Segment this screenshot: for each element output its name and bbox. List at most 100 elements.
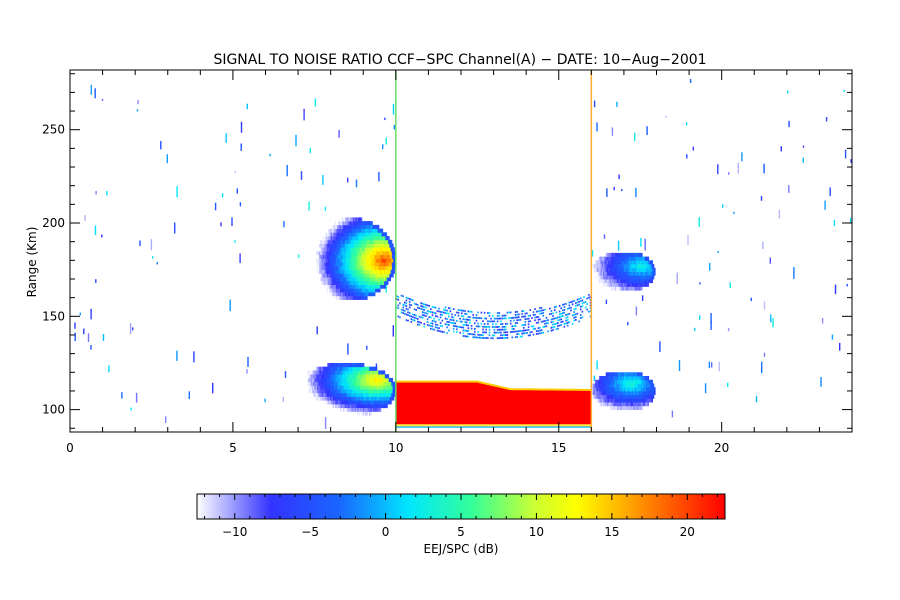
heat-cell-upper-am bbox=[322, 277, 325, 282]
heat-cell-upper-am bbox=[364, 236, 367, 241]
heat-cell-lower-am bbox=[365, 411, 367, 416]
heat-cell-lower-pm bbox=[605, 372, 608, 377]
heat-cell-upper-am bbox=[373, 228, 376, 233]
heat-cell-upper-pm bbox=[609, 252, 612, 257]
heat-cell-upper-am bbox=[342, 273, 345, 278]
heat-cell-lower-pm bbox=[647, 387, 650, 392]
heat-cell-upper-pm bbox=[646, 260, 648, 265]
heat-cell-150km bbox=[560, 318, 562, 321]
heat-cell-upper-am bbox=[384, 258, 386, 263]
heat-cell-upper-am bbox=[372, 262, 375, 267]
noise-speck bbox=[355, 179, 358, 188]
heat-cell-upper-pm bbox=[634, 260, 636, 265]
heat-cell-upper-am bbox=[376, 254, 378, 259]
heat-cell-lower-pm bbox=[595, 390, 597, 395]
heat-cell-lower-am bbox=[331, 374, 333, 379]
heat-cell-upper-am bbox=[307, 239, 309, 244]
heat-cell-upper-am bbox=[361, 273, 364, 278]
heat-cell-upper-am bbox=[307, 258, 309, 263]
heat-cell-upper-am bbox=[377, 228, 380, 233]
colorbar-tick-label: 20 bbox=[680, 525, 695, 539]
heat-cell-upper-am bbox=[308, 262, 311, 267]
heat-cell-upper-am bbox=[380, 232, 382, 237]
heat-cell-upper-am bbox=[335, 262, 338, 267]
heat-cell-150km bbox=[477, 325, 479, 328]
heat-cell-upper-am bbox=[382, 284, 385, 289]
noise-speck bbox=[246, 369, 248, 374]
heat-cell-upper-am bbox=[317, 243, 320, 248]
heat-cell-lower-pm bbox=[631, 376, 634, 381]
heat-cell-upper-am bbox=[312, 228, 315, 233]
heat-cell-150km bbox=[436, 315, 439, 318]
heat-cell-upper-am bbox=[375, 251, 377, 256]
heat-cell-150km bbox=[397, 315, 400, 318]
heat-cell-150km bbox=[407, 314, 409, 316]
heat-cell-upper-am bbox=[364, 221, 367, 226]
heat-cell-upper-am bbox=[330, 269, 333, 274]
heat-cell-upper-am bbox=[343, 262, 346, 267]
heat-cell-upper-am bbox=[347, 217, 350, 222]
heat-cell-lower-am bbox=[335, 381, 337, 386]
heat-cell-lower-am bbox=[373, 385, 375, 390]
heat-cell-lower-pm bbox=[640, 383, 643, 388]
heat-cell-upper-am bbox=[354, 262, 356, 267]
heat-cell-150km bbox=[449, 307, 452, 310]
heat-cell-lower-pm bbox=[651, 390, 653, 395]
heat-cell-upper-am bbox=[373, 284, 376, 289]
heat-cell-lower-am bbox=[335, 411, 337, 416]
heat-cell-upper-pm bbox=[621, 271, 623, 276]
heat-cell-upper-am bbox=[312, 277, 315, 282]
heat-cell-upper-am bbox=[304, 243, 307, 248]
heat-cell-lower-am bbox=[358, 404, 361, 409]
heat-cell-upper-pm bbox=[631, 282, 634, 287]
heat-cell-lower-am bbox=[348, 381, 350, 386]
heat-cell-lower-am bbox=[332, 381, 335, 386]
heat-cell-upper-am bbox=[341, 277, 343, 282]
heat-cell-lower-pm bbox=[601, 376, 604, 381]
heat-cell-lower-am bbox=[393, 385, 396, 390]
heat-cell-upper-pm bbox=[633, 267, 635, 272]
heat-cell-lower-am bbox=[332, 377, 335, 382]
heat-cell-upper-pm bbox=[651, 267, 653, 272]
heat-cell-150km bbox=[397, 307, 400, 310]
heat-cell-upper-am bbox=[325, 258, 328, 263]
heat-cell-lower-pm bbox=[652, 394, 655, 399]
heat-cell-upper-am bbox=[316, 228, 318, 233]
heat-cell-upper-am bbox=[376, 284, 378, 289]
heat-cell-upper-am bbox=[332, 247, 334, 252]
heat-cell-upper-am bbox=[330, 247, 333, 252]
heat-cell-150km bbox=[430, 322, 432, 324]
heat-cell-150km bbox=[434, 326, 437, 329]
heat-cell-lower-am bbox=[382, 377, 384, 382]
heat-cell-lower-am bbox=[306, 381, 309, 386]
heat-cell-upper-am bbox=[351, 269, 354, 274]
heat-cell-upper-am bbox=[308, 273, 311, 278]
heat-cell-lower-pm bbox=[614, 394, 617, 399]
heat-cell-upper-pm bbox=[629, 260, 631, 265]
heat-cell-lower-pm bbox=[601, 390, 604, 395]
heat-cell-upper-pm bbox=[650, 275, 652, 280]
heat-cell-lower-pm bbox=[607, 398, 609, 403]
heat-cell-upper-am bbox=[391, 262, 394, 267]
heat-cell-lower-am bbox=[327, 396, 330, 401]
heat-cell-upper-pm bbox=[617, 252, 620, 257]
heat-cell-lower-pm bbox=[650, 387, 652, 392]
heat-cell-lower-am bbox=[352, 392, 354, 397]
heat-cell-upper-pm bbox=[618, 271, 621, 276]
heat-cell-lower-am bbox=[353, 374, 356, 379]
heat-cell-150km bbox=[531, 325, 533, 328]
heat-cell-upper-am bbox=[338, 295, 341, 300]
heat-cell-upper-pm bbox=[592, 267, 595, 272]
heat-cell-upper-pm bbox=[614, 260, 617, 265]
heat-cell-upper-pm bbox=[623, 271, 626, 276]
heat-cell-lower-am bbox=[331, 392, 333, 397]
heat-cell-150km bbox=[490, 320, 492, 323]
heat-cell-lower-pm bbox=[592, 390, 595, 395]
heat-cell-lower-am bbox=[320, 366, 323, 371]
heat-cell-upper-am bbox=[355, 236, 358, 241]
heat-cell-upper-am bbox=[309, 277, 312, 282]
heat-cell-150km bbox=[571, 323, 574, 325]
heat-cell-150km bbox=[532, 328, 535, 330]
heat-cell-upper-am bbox=[330, 288, 333, 293]
heat-cell-lower-am bbox=[336, 385, 339, 390]
